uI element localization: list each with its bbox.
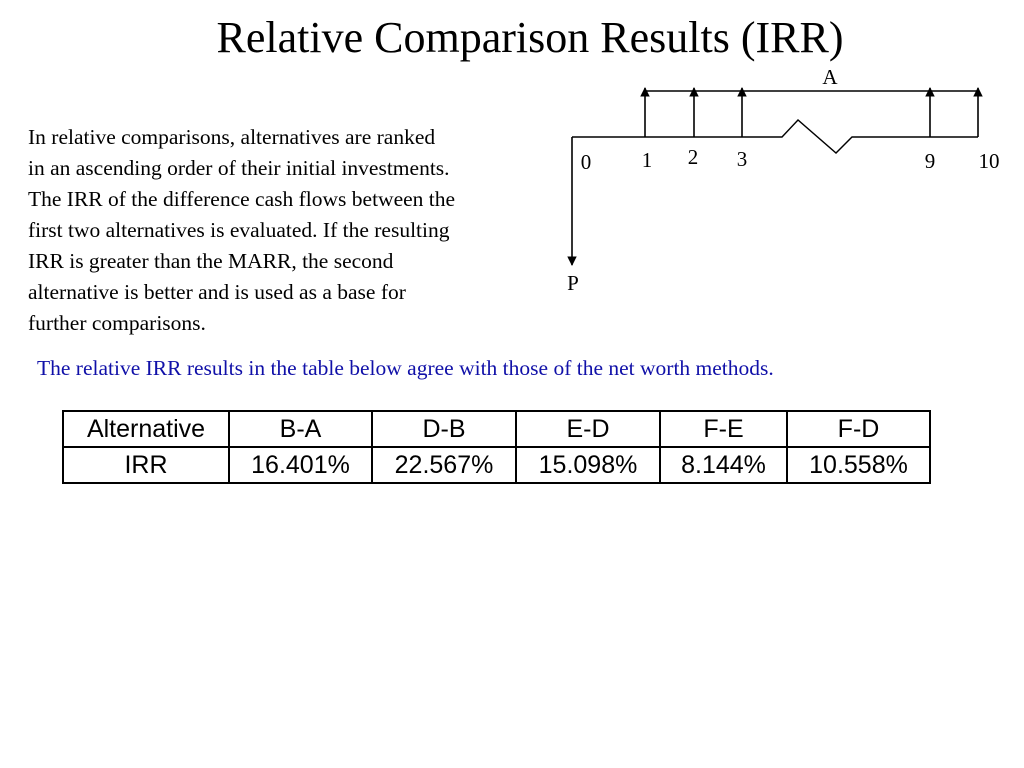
intro-line: The IRR of the difference cash flows bet… — [28, 187, 456, 211]
period-label: 0 — [581, 150, 592, 174]
note-line: The relative IRR results in the table be… — [37, 356, 774, 380]
present-label: P — [567, 271, 579, 295]
table-cell: 16.401% — [228, 446, 373, 484]
table-cell: IRR — [62, 446, 230, 484]
table-cell: 10.558% — [786, 446, 931, 484]
intro-line: alternative is better and is used as a b… — [28, 280, 406, 304]
intro-paragraph: In relative comparisons, alternatives ar… — [28, 122, 568, 339]
period-label: 9 — [925, 149, 936, 173]
annuity-label: A — [822, 65, 838, 89]
intro-line: In relative comparisons, alternatives ar… — [28, 125, 436, 149]
intro-line: in an ascending order of their initial i… — [28, 156, 450, 180]
table-header-cell: E-D — [515, 410, 661, 448]
table-header-cell: Alternative — [62, 410, 230, 448]
period-label: 10 — [979, 149, 1000, 173]
table-header-cell: F-D — [786, 410, 931, 448]
period-label: 3 — [737, 147, 748, 171]
cash-flow-diagram: A P 0 1 2 3 9 10 — [567, 65, 1000, 295]
table-header-cell: B-A — [228, 410, 373, 448]
period-label: 2 — [688, 145, 699, 169]
irr-results-table: Alternative B-A D-B E-D F-E F-D IRR 16.4… — [62, 410, 931, 484]
table-header-row: Alternative B-A D-B E-D F-E F-D — [62, 410, 931, 448]
period-label: 1 — [642, 148, 653, 172]
intro-line: first two alternatives is evaluated. If … — [28, 218, 450, 242]
table-header-cell: F-E — [659, 410, 788, 448]
intro-line: IRR is greater than the MARR, the second — [28, 249, 394, 273]
intro-line: further comparisons. — [28, 311, 206, 335]
time-axis — [572, 119, 978, 154]
slide-title: Relative Comparison Results (IRR) — [216, 13, 844, 62]
table-row: IRR 16.401% 22.567% 15.098% 8.144% 10.55… — [62, 446, 931, 484]
table-cell: 15.098% — [515, 446, 661, 484]
table-cell: 22.567% — [371, 446, 517, 484]
table-header-cell: D-B — [371, 410, 517, 448]
table-cell: 8.144% — [659, 446, 788, 484]
